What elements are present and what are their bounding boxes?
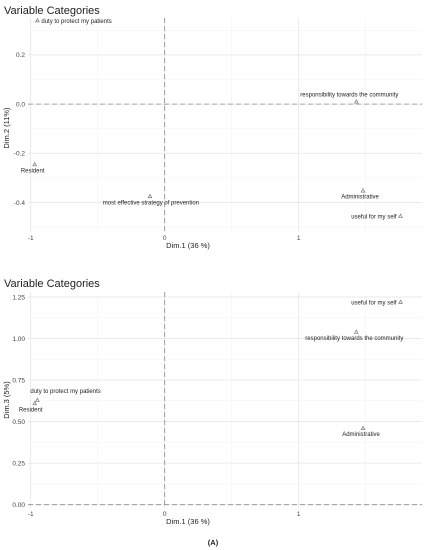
- data-point-label: useful for my self: [351, 300, 397, 306]
- data-point-label: Resident: [19, 407, 43, 413]
- data-point: [147, 193, 153, 199]
- y-axis-label: Dim.3 (5%): [2, 381, 11, 419]
- y-tick-label: 1.00: [12, 336, 25, 343]
- y-tick-label: -0.2: [14, 151, 26, 158]
- y-tick-label: 0.2: [16, 52, 25, 59]
- data-point-label: most effective strategy of prevention: [103, 200, 199, 206]
- y-tick-label: 1.25: [12, 294, 25, 301]
- data-point: [398, 299, 403, 304]
- y-tick-label: -0.4: [14, 200, 26, 207]
- y-axis-label: Dim.2 (11%): [2, 107, 11, 149]
- data-point-label: responsibility towards the community: [300, 93, 398, 99]
- data-point-label: Resident: [21, 168, 45, 174]
- x-tick-label: -1: [28, 235, 34, 242]
- x-axis-label: Dim.1 (36 %): [166, 517, 210, 526]
- y-tick-label: 0.75: [12, 377, 25, 384]
- data-point: [353, 329, 359, 334]
- y-tick-label: 0.0: [16, 101, 25, 108]
- data-point: [34, 17, 40, 23]
- data-point: [353, 99, 359, 104]
- data-point-label: responsibility towards the community: [305, 336, 403, 342]
- data-point-label: Administrative: [341, 195, 379, 201]
- data-point-label: Administrative: [342, 432, 380, 438]
- chart-title: Variable Categories: [4, 278, 100, 290]
- x-tick-label: -1: [28, 511, 34, 518]
- chart-title: Variable Categories: [4, 5, 100, 17]
- x-tick-label: 1: [297, 235, 301, 242]
- chart-panel-dim1-dim3: -1 0 1 0.00 0.25 0.50 0.75 1.00 1.25 useful for m…: [2, 278, 422, 526]
- data-point: [32, 400, 38, 406]
- figure-caption: (A): [208, 538, 219, 547]
- chart-panel-dim1-dim2: -1 0 1 -0.4 -0.2 0.0 0.2 duty to protect my pat…: [2, 5, 422, 250]
- x-tick-label: 1: [297, 511, 301, 518]
- y-tick-label: 0.00: [12, 502, 25, 509]
- data-point: [360, 425, 366, 431]
- x-axis-label: Dim.1 (36 %): [166, 241, 210, 250]
- data-point-label: duty to protect my patients: [41, 19, 111, 25]
- x-tick-label: 0: [163, 235, 167, 242]
- data-point: [32, 161, 38, 167]
- x-tick-label: 0: [163, 511, 167, 518]
- data-point: [398, 213, 403, 218]
- y-tick-label: 0.50: [12, 419, 25, 426]
- data-point-label: duty to protect my patients: [30, 389, 100, 395]
- plot-area: -1 0 1 -0.4 -0.2 0.0 0.2 duty to protect my pat…: [14, 17, 422, 242]
- y-tick-label: 0.25: [12, 460, 25, 467]
- data-point: [34, 397, 40, 402]
- data-point: [360, 188, 366, 193]
- plot-area: -1 0 1 0.00 0.25 0.50 0.75 1.00 1.25 useful for m…: [12, 292, 422, 518]
- data-point-label: useful for my self: [351, 215, 397, 221]
